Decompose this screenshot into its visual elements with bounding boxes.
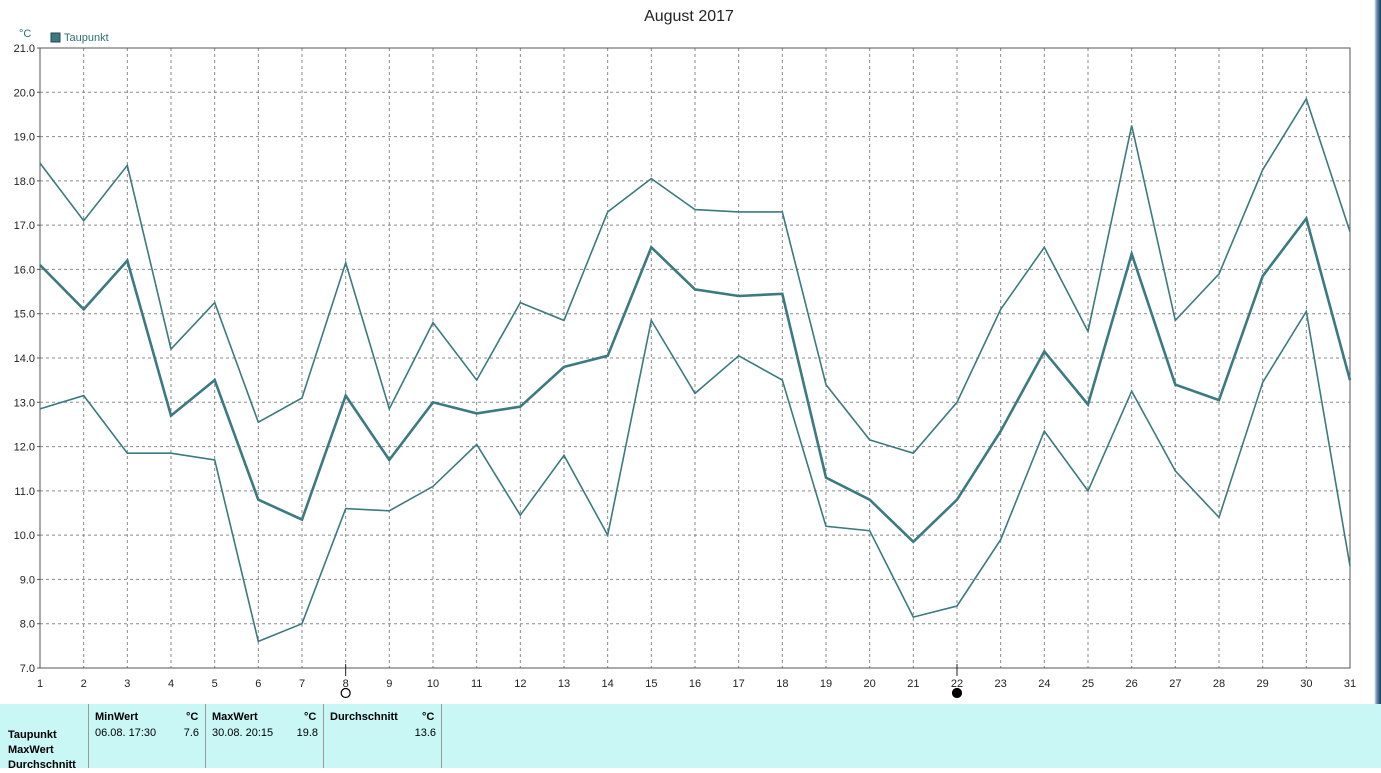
min-value: 7.6: [183, 727, 199, 739]
y-tick-label: 14.0: [14, 353, 35, 365]
y-tick-label: 16.0: [14, 264, 35, 276]
min-time: 06.08. 17:30: [95, 727, 157, 739]
x-tick-label: 25: [1082, 678, 1094, 690]
x-tick-label: 16: [689, 678, 701, 690]
window-edge: [1374, 0, 1381, 704]
row-label-durchschnitt: Durchschnitt: [8, 759, 76, 771]
avg-value: 13.6: [414, 727, 436, 739]
legend-label: Taupunkt: [64, 32, 109, 44]
max-value: 19.8: [296, 727, 318, 739]
x-tick-label: 26: [1126, 678, 1138, 690]
x-tick-label: 13: [558, 678, 570, 690]
y-tick-label: 17.0: [14, 220, 35, 232]
y-tick-label: 11.0: [14, 486, 35, 498]
x-tick-label: 5: [212, 678, 218, 690]
stats-min-column: MinWert °C 06.08. 17:30 7.6: [88, 704, 205, 768]
x-tick-label: 14: [602, 678, 614, 690]
x-tick-label: 8: [343, 678, 349, 690]
moon-markers: [340, 664, 963, 699]
row-label-taupunkt: Taupunkt: [8, 729, 57, 741]
stats-row-labels: Taupunkt MaxWert Durchschnitt: [8, 728, 76, 773]
x-tick-label: 17: [733, 678, 745, 690]
x-tick-label: 6: [255, 678, 261, 690]
legend-swatch: [50, 32, 61, 43]
x-tick-label: 31: [1344, 678, 1356, 690]
y-tick-label: 19.0: [14, 132, 35, 144]
max-unit: °C: [304, 711, 317, 723]
y-tick-label: 10.0: [14, 530, 35, 542]
chart-title: August 2017: [644, 8, 734, 25]
full-moon-icon: [340, 687, 351, 699]
x-tick-label: 9: [386, 678, 392, 690]
x-tick-label: 30: [1300, 678, 1312, 690]
x-tick-label: 22: [951, 678, 963, 690]
y-tick-label: 12.0: [14, 442, 35, 454]
stats-divider: [441, 704, 443, 768]
min-header: MinWert: [95, 711, 139, 723]
max-time: 30.08. 20:15: [212, 727, 274, 739]
y-tick-label: 8.0: [20, 619, 35, 631]
dewpoint-chart: August 2017 °C Taupunkt 7.0 8.0 9.0 10.0 11.…: [14, 8, 1356, 699]
max-header: MaxWert: [212, 711, 258, 723]
x-tick-label: 23: [995, 678, 1007, 690]
stats-panel: Taupunkt MaxWert Durchschnitt MinWert °C…: [0, 704, 1381, 771]
y-tick-label: 18.0: [14, 176, 35, 188]
y-tick-label: 15.0: [14, 309, 35, 321]
stats-avg-column: Durchschnitt °C 13.6: [323, 704, 441, 768]
x-tick-label: 11: [471, 678, 482, 690]
series-line-upper: [39, 97, 1351, 455]
x-tick-label: 28: [1213, 678, 1225, 690]
y-tick-label: 20.0: [14, 87, 35, 99]
x-tick-label: 18: [776, 678, 788, 690]
x-axis: 1 2 3 4 5 6 7 8 9 10 11 12 13 14 15 16 17 18 19 20 21 22 23 24 2…: [37, 678, 1356, 690]
min-unit: °C: [186, 711, 199, 723]
y-tick-label: 9.0: [20, 574, 35, 586]
x-tick-label: 12: [514, 678, 526, 690]
series-line-lower: [39, 309, 1351, 643]
x-tick-label: 1: [37, 678, 43, 690]
grid: [40, 48, 1350, 668]
x-tick-label: 19: [820, 678, 832, 690]
y-tick-label: 13.0: [14, 397, 35, 409]
x-tick-label: 15: [645, 678, 657, 690]
x-tick-label: 2: [81, 678, 87, 690]
y-axis-unit: °C: [19, 28, 31, 40]
x-tick-label: 24: [1038, 678, 1050, 690]
series-line-taupunkt: [39, 215, 1352, 544]
y-axis: 7.0 8.0 9.0 10.0 11.0 12.0 13.0 14.0 15.0 16.0 17.…: [14, 43, 40, 675]
x-tick-label: 29: [1257, 678, 1269, 690]
avg-header: Durchschnitt: [330, 711, 398, 723]
x-tick-label: 10: [427, 678, 439, 690]
x-tick-label: 21: [907, 678, 919, 690]
avg-unit: °C: [422, 711, 435, 723]
x-tick-label: 4: [168, 678, 174, 690]
series-lines: [39, 97, 1352, 643]
x-tick-label: 3: [124, 678, 130, 690]
x-tick-label: 27: [1169, 678, 1181, 690]
new-moon-icon: [951, 687, 963, 699]
stats-max-column: MaxWert °C 30.08. 20:15 19.8: [205, 704, 323, 768]
legend: Taupunkt: [50, 32, 109, 44]
row-label-maxwert: MaxWert: [8, 744, 54, 756]
y-tick-label: 21.0: [14, 43, 35, 55]
y-tick-label: 7.0: [20, 663, 35, 675]
x-tick-label: 20: [864, 678, 876, 690]
x-tick-label: 7: [299, 678, 305, 690]
